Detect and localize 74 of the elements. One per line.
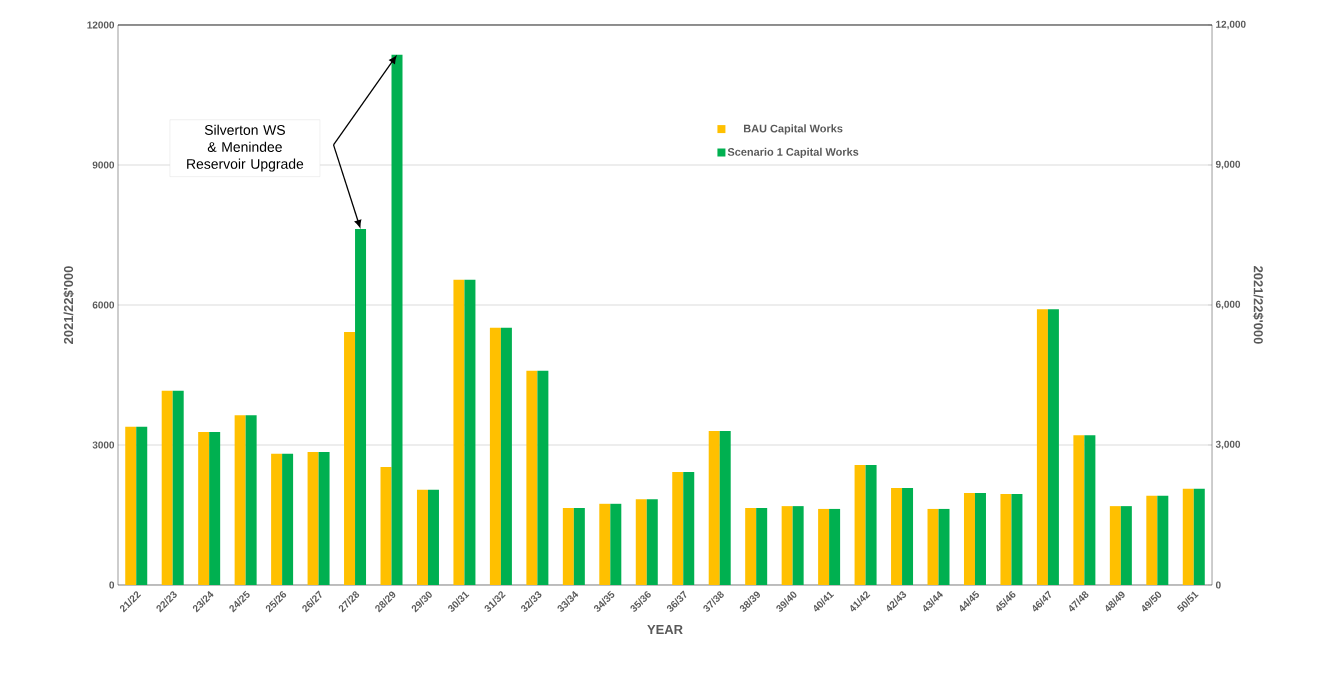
bar [854,465,866,585]
bar [610,503,622,585]
bar [234,415,246,585]
bar [526,370,538,585]
bar [1036,309,1048,585]
y-tick-label: 0 [109,581,115,589]
bar [198,431,210,585]
bar [562,508,574,585]
bar [1073,435,1085,585]
bar [245,415,257,585]
y2-tick-label: 6,000 [1215,300,1241,310]
bar [464,279,476,585]
bar [708,430,720,585]
y2-axis-title: 2021/22$'000 [1252,266,1264,344]
bar [172,390,184,585]
bar [282,453,294,585]
bar [453,279,465,585]
bar [829,508,841,585]
bar [1109,506,1121,585]
bar [745,508,757,585]
bar [318,451,330,585]
y-tick-label: 6000 [92,301,115,309]
y2-tick-label: 12,000 [1216,20,1246,30]
bar [1120,506,1132,585]
bar [209,431,221,585]
bar [500,327,512,585]
y2-tick-label: 9,000 [1215,160,1241,170]
bar [719,430,731,585]
bar [938,508,950,585]
bar [136,426,148,585]
bar [573,508,585,585]
bar [974,493,986,585]
bar [1000,494,1012,585]
bar [902,487,914,585]
bar [537,370,549,585]
x-axis-title: YEAR [647,625,683,634]
bar [927,508,939,585]
legend-label: BAU Capital Works [744,124,843,135]
bar [683,472,695,585]
bar [1011,494,1023,585]
bar [818,508,830,585]
annotation: Silverton WS & Menindee Reservoir Upgrade [187,124,304,172]
y2-tick-label: 0 [1215,581,1221,589]
bar [427,489,439,585]
bar [489,327,501,585]
y-tick-label: 3000 [92,441,115,449]
y2-tick-label: 3,000 [1215,440,1241,450]
bar [1182,488,1194,585]
bar [1193,488,1205,585]
bar [344,332,356,585]
bar [672,472,684,585]
bar [599,503,611,585]
bar [1146,495,1158,585]
bar [380,466,392,585]
bar [792,506,804,585]
y-tick-label: 9000 [92,161,115,169]
legend-label: Scenario 1 Capital Works [727,147,859,158]
bar [307,451,319,585]
bar [161,390,173,585]
bar [756,508,768,585]
bar [125,426,137,585]
bar [1084,435,1096,585]
bar [891,487,903,585]
bar [781,506,793,585]
bar [271,453,283,585]
bar [1157,495,1169,585]
y-axis-title: 2021/22$'000 [63,266,74,344]
bar [865,465,877,585]
bar [963,493,975,585]
y-tick-label: 12000 [87,21,115,29]
bar [416,489,428,585]
bar [1047,309,1059,585]
bar [646,499,658,585]
bar [635,499,647,585]
